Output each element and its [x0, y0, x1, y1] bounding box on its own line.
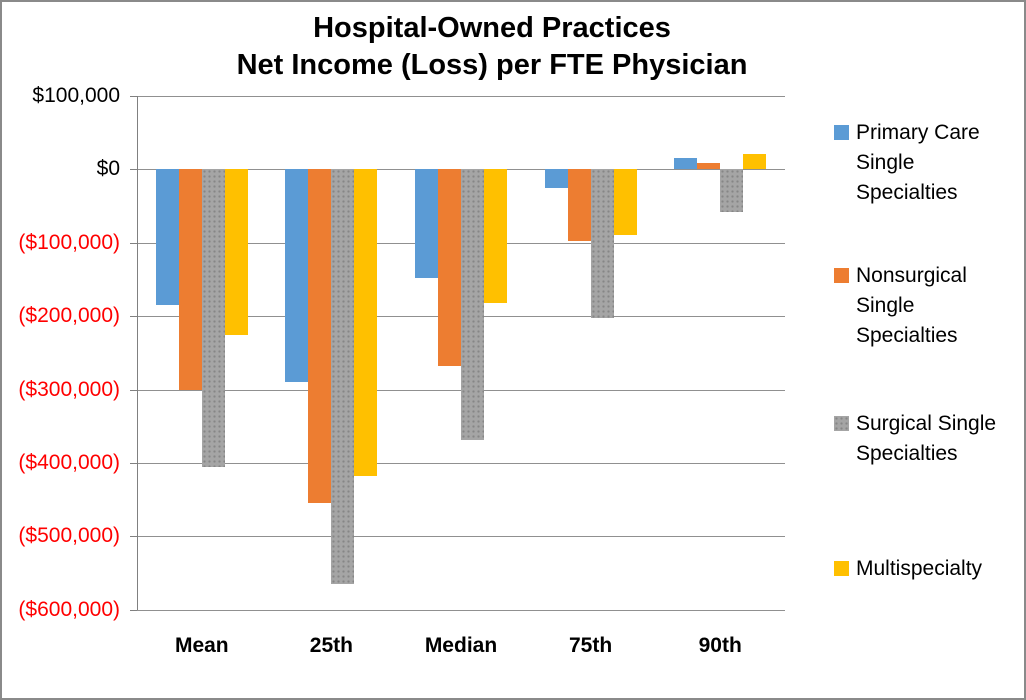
legend-item: Primary Care Single Specialties	[834, 118, 980, 208]
y-axis-tick	[130, 96, 137, 97]
y-axis-tick	[130, 463, 137, 464]
legend-swatch	[834, 268, 849, 283]
bar	[438, 169, 461, 367]
bar	[697, 162, 721, 170]
y-axis-label: $0	[96, 157, 120, 181]
chart-title-line1: Hospital-Owned Practices	[313, 12, 671, 44]
bar	[155, 169, 179, 306]
bar	[590, 169, 614, 319]
x-axis-label: Median	[424, 634, 498, 657]
legend-label-line: Single	[856, 151, 915, 174]
legend-item: Nonsurgical Single Specialties	[834, 261, 967, 351]
y-axis-tick	[130, 389, 137, 391]
y-axis-label: ($400,000)	[18, 451, 120, 474]
legend-label: Surgical Single Specialties	[856, 409, 996, 469]
bar	[308, 169, 332, 504]
bar	[354, 169, 378, 477]
bar	[461, 169, 484, 441]
legend-swatch	[834, 561, 849, 576]
y-axis-label: ($300,000)	[18, 377, 120, 401]
legend-item: Surgical Single Specialties	[834, 409, 996, 469]
y-axis-line	[137, 96, 138, 610]
legend-label-line: Nonsurgical	[856, 264, 967, 287]
legend-label: Primary Care Single Specialties	[856, 118, 980, 208]
legend: Primary Care Single Specialties Nonsurgical…	[834, 2, 1024, 698]
chart-title-line2: Net Income (Loss) per FTE Physician	[236, 49, 748, 81]
bar	[178, 169, 202, 390]
legend-swatch	[834, 125, 849, 140]
bar	[484, 169, 507, 303]
bar	[567, 169, 591, 242]
y-axis-label: ($100,000)	[18, 230, 120, 254]
legend-label-line: Specialties	[856, 181, 958, 204]
bar	[743, 153, 767, 170]
bar	[544, 169, 568, 188]
y-axis-label: ($600,000)	[18, 597, 120, 621]
legend-label: Nonsurgical Single Specialties	[856, 261, 967, 351]
y-axis-tick	[130, 169, 137, 171]
gridline	[137, 96, 785, 97]
y-axis-tick	[130, 536, 137, 538]
legend-item: Multispecialty	[834, 554, 982, 584]
y-axis-label: $100,000	[32, 84, 120, 107]
gridline	[137, 609, 785, 611]
legend-label-line: Primary Care	[856, 121, 980, 144]
legend-label-line: Specialties	[856, 442, 958, 465]
gridline	[137, 463, 785, 464]
bar	[201, 169, 225, 468]
x-axis-label: 75th	[569, 634, 613, 657]
legend-swatch	[834, 416, 849, 431]
x-axis-label: 90th	[698, 634, 742, 657]
bar	[285, 169, 309, 383]
bar	[224, 169, 248, 335]
bar	[674, 157, 698, 170]
x-axis-label: 25th	[309, 634, 353, 657]
bar	[613, 169, 637, 235]
bar	[331, 169, 355, 585]
chart-title: Hospital-Owned Practices Net Income (Los…	[152, 10, 832, 84]
bar	[720, 169, 744, 212]
y-axis-tick	[130, 609, 137, 611]
legend-label-line: Multispecialty	[856, 557, 983, 580]
bar	[415, 169, 438, 279]
y-axis-label: ($500,000)	[18, 524, 120, 548]
legend-label-line: Specialties	[856, 324, 958, 347]
y-axis-label: ($200,000)	[18, 304, 120, 328]
legend-label: Multispecialty	[856, 554, 982, 584]
legend-label-line: Single	[856, 294, 915, 317]
legend-label-line: Surgical Single	[856, 412, 997, 435]
y-axis-tick	[130, 242, 137, 244]
y-axis-tick	[130, 316, 137, 318]
gridline	[137, 536, 785, 538]
x-axis-label: Mean	[174, 634, 229, 657]
